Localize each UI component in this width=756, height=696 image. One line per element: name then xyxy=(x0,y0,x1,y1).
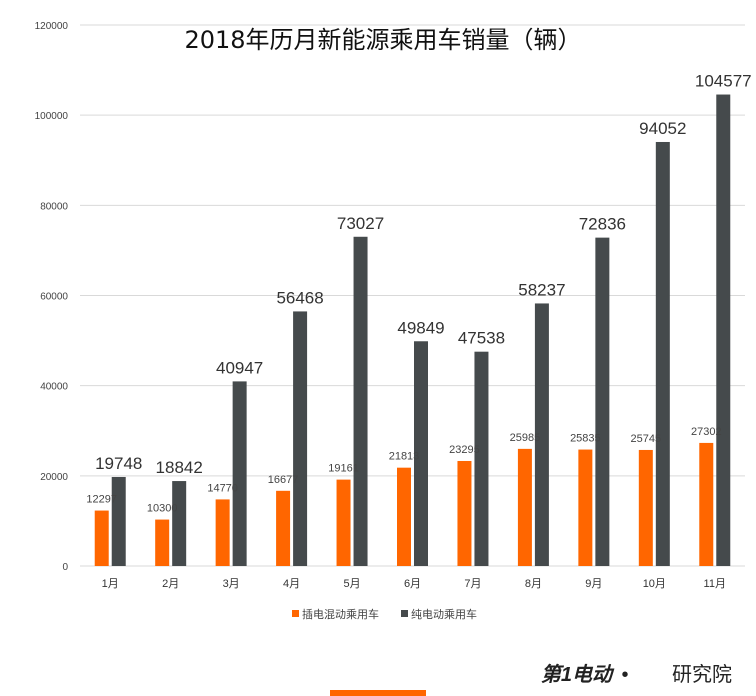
data-label-bev: 58237 xyxy=(518,280,565,299)
data-label-bev: 19748 xyxy=(95,454,142,473)
brand-org-name: 研究院 xyxy=(672,663,732,686)
y-tick-label: 20000 xyxy=(40,472,68,483)
y-tick-label: 100000 xyxy=(35,111,69,122)
bar-phev xyxy=(94,510,109,566)
y-tick-label: 60000 xyxy=(40,292,68,303)
x-tick-label: 4月 xyxy=(283,578,300,590)
bar-bev xyxy=(595,237,610,566)
data-label-phev: 19161 xyxy=(328,463,359,475)
data-label-phev: 16677 xyxy=(268,474,299,486)
chart-title: 2018年历月新能源乘用车销量（辆） xyxy=(184,26,581,54)
brand-separator: • xyxy=(621,664,628,686)
x-tick-label: 9月 xyxy=(585,578,602,590)
bar-bev xyxy=(474,351,489,566)
bars xyxy=(94,94,731,566)
bar-phev xyxy=(638,449,653,566)
x-tick-label: 1月 xyxy=(102,578,119,590)
legend-swatch xyxy=(292,610,299,617)
data-label-bev: 73027 xyxy=(337,214,384,233)
y-tick-label: 0 xyxy=(62,562,68,573)
bar-phev xyxy=(517,448,532,566)
legend-swatch xyxy=(401,610,408,617)
x-tick-label: 5月 xyxy=(343,578,360,590)
bar-phev xyxy=(336,479,351,566)
legend-label: 插电混动乘用车 xyxy=(302,607,379,621)
data-label-bev: 104577 xyxy=(695,72,752,91)
brand-logo: 第1电动 xyxy=(541,663,615,686)
x-tick-label: 11月 xyxy=(704,578,726,590)
bar-bev xyxy=(353,236,368,566)
bar-phev xyxy=(578,449,593,566)
y-tick-label: 40000 xyxy=(40,382,68,393)
data-label-phev: 21813 xyxy=(389,451,420,463)
bar-phev xyxy=(457,460,472,566)
data-label-phev: 25835 xyxy=(570,433,601,445)
x-tick-label: 3月 xyxy=(223,578,240,590)
data-label-phev: 25745 xyxy=(631,433,662,445)
bar-phev xyxy=(699,442,714,566)
data-label-bev: 94052 xyxy=(639,119,686,138)
data-label-phev: 12297 xyxy=(86,494,117,506)
data-label-bev: 56468 xyxy=(276,288,323,307)
bar-phev xyxy=(397,467,411,566)
y-axis: 0 20000 40000 60000 80000 100000 120000 xyxy=(35,21,69,573)
data-labels: 12297 19748 10300 18842 14770 40947 16677 56468… xyxy=(86,72,751,515)
gridlines xyxy=(80,24,745,567)
y-tick-label: 80000 xyxy=(40,201,68,212)
data-label-phev: 10300 xyxy=(147,503,178,515)
bar-bev xyxy=(534,303,549,566)
bar-bev xyxy=(414,341,428,566)
bar-bev xyxy=(172,481,187,566)
data-label-bev: 49849 xyxy=(397,318,444,337)
bar-phev xyxy=(276,490,291,566)
x-tick-label: 6月 xyxy=(404,578,421,590)
legend: 插电混动乘用车 纯电动乘用车 xyxy=(292,607,477,621)
data-label-bev: 40947 xyxy=(216,358,263,377)
legend-label: 纯电动乘用车 xyxy=(411,607,477,621)
bar-phev xyxy=(215,499,230,566)
data-label-phev: 14770 xyxy=(207,482,238,494)
bar-bev xyxy=(111,476,126,566)
x-tick-label: 2月 xyxy=(162,578,179,590)
bar-bev xyxy=(232,381,247,566)
bar-phev xyxy=(155,519,170,566)
data-label-bev: 47538 xyxy=(458,329,505,348)
x-axis: 1月 2月 3月 4月 5月 6月 7月 8月 9月 10月 11月 xyxy=(102,578,726,590)
data-label-phev: 25985 xyxy=(510,432,541,444)
bar-bev xyxy=(293,311,308,566)
data-label-phev: 27302 xyxy=(691,426,722,438)
bottom-accent-bar xyxy=(330,690,426,696)
x-tick-label: 10月 xyxy=(643,578,666,590)
bar-bev xyxy=(716,94,731,566)
x-tick-label: 7月 xyxy=(464,578,481,590)
y-tick-label: 120000 xyxy=(35,21,69,32)
data-label-bev: 72836 xyxy=(579,215,626,234)
x-tick-label: 8月 xyxy=(525,578,542,590)
brand-watermark: 第1电动 • 研究院 xyxy=(330,663,732,696)
bar-bev xyxy=(655,141,670,566)
data-label-phev: 23295 xyxy=(449,444,480,456)
data-label-bev: 18842 xyxy=(156,458,203,477)
